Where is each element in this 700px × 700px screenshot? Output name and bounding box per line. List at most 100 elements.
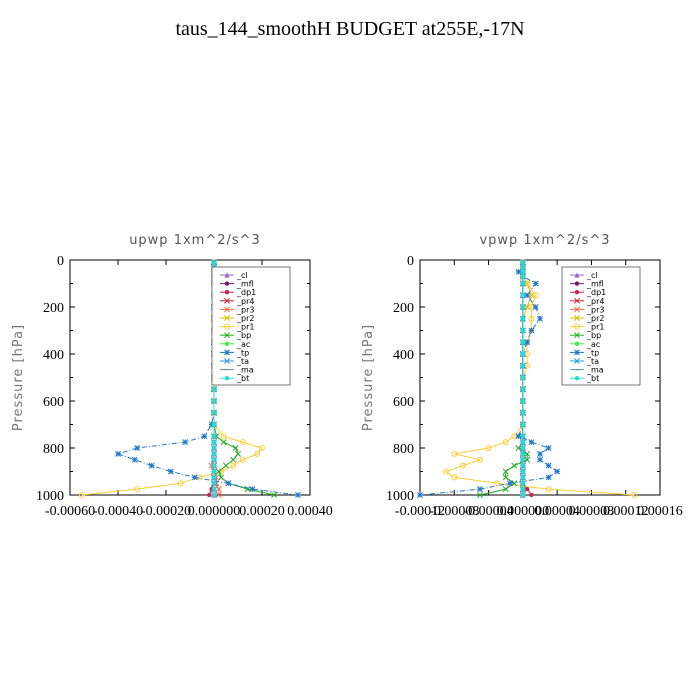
- panel-title: vpwp 1xm^2/s^3: [479, 233, 610, 248]
- y-tick-label: 800: [393, 442, 414, 457]
- data-point: [230, 462, 237, 469]
- legend-label: _bt: [586, 374, 599, 383]
- legend-marker: [224, 376, 230, 381]
- legend-marker: [224, 323, 230, 330]
- data-point: [239, 439, 246, 446]
- legend-marker: [224, 332, 230, 339]
- y-tick-label: 400: [393, 348, 414, 363]
- data-point: [520, 422, 526, 427]
- legend-marker: [574, 290, 580, 295]
- data-point: [211, 463, 217, 468]
- data-point: [529, 492, 534, 498]
- legend-marker: [224, 315, 230, 321]
- x-tick-label: -0.00012: [395, 504, 445, 519]
- legend-marker: [574, 349, 580, 356]
- data-point: [524, 304, 531, 310]
- legend-label: _ma: [236, 366, 254, 375]
- legend-label: _mfl: [236, 280, 254, 289]
- data-point: [520, 316, 526, 321]
- legend-entry: _ac: [220, 340, 250, 349]
- legend-marker: [224, 358, 230, 364]
- data-point: [211, 486, 217, 492]
- legend-marker: [574, 358, 580, 364]
- data-point: [524, 339, 531, 346]
- data-point: [511, 462, 518, 469]
- legend: _cl_mfl_dp1_pr4_pr3_pr2_pr1_bp_ac_tp_ta_…: [211, 266, 291, 386]
- y-tick-label: 1000: [36, 489, 64, 504]
- data-point: [211, 260, 217, 265]
- x-tick-label: 0.000000: [188, 504, 241, 519]
- legend-entry: _ma: [220, 366, 254, 375]
- legend-label: _pr1: [236, 323, 254, 332]
- legend-marker: [224, 306, 230, 313]
- x-tick-label: 0.000000: [497, 504, 550, 519]
- data-point: [271, 492, 277, 498]
- y-axis-label: Pressure [hPa]: [11, 324, 26, 431]
- data-point: [220, 433, 227, 440]
- data-point: [148, 462, 155, 469]
- data-point: [211, 469, 217, 474]
- legend-marker: [574, 272, 580, 278]
- data-point: [211, 475, 217, 480]
- y-tick-label: 400: [43, 348, 64, 363]
- legend-label: _ac: [586, 340, 600, 349]
- data-point: [520, 274, 526, 279]
- data-point: [511, 480, 518, 487]
- legend-label: _ma: [586, 366, 604, 375]
- legend-entry: _cl: [220, 271, 248, 280]
- legend-label: _dp1: [236, 288, 256, 297]
- data-point: [211, 457, 217, 462]
- legend-entry: _pr4: [570, 297, 604, 306]
- data-point: [211, 387, 217, 392]
- data-point: [520, 410, 526, 415]
- legend-entry: _bt: [220, 374, 249, 383]
- legend-marker: [574, 376, 580, 381]
- data-point: [520, 264, 526, 270]
- legend-entry: _ma: [570, 366, 604, 375]
- data-point: [502, 474, 509, 481]
- chart-panel-2: vpwp 1xm^2/s^3 Pressure [hPa] 0 200 400 600 80…: [361, 233, 683, 519]
- x-tick-label: -0.00020: [141, 504, 191, 519]
- data-point: [182, 439, 189, 446]
- data-point: [537, 450, 543, 457]
- legend-label: _pr2: [586, 314, 604, 323]
- legend-entry: _pr2: [220, 314, 254, 323]
- data-point: [215, 486, 222, 493]
- x-tick-label: 0.00040: [287, 504, 333, 519]
- legend-label: _tp: [586, 348, 599, 357]
- data-point: [520, 481, 526, 486]
- x-tick-label: 0.00016: [637, 504, 683, 519]
- data-point: [520, 293, 526, 298]
- data-point: [218, 474, 225, 481]
- data-point: [528, 292, 535, 299]
- data-point: [477, 492, 483, 498]
- legend-label: _tp: [236, 348, 249, 357]
- data-point: [502, 439, 509, 446]
- x-tick-label: 0.00020: [239, 504, 285, 519]
- data-point: [211, 410, 217, 415]
- legend-label: _bp: [586, 331, 601, 340]
- data-point: [520, 304, 526, 310]
- x-tick-label: 0.00004: [534, 504, 580, 519]
- legend-entry: _pr4: [220, 297, 254, 306]
- data-point: [520, 375, 526, 380]
- data-point: [520, 269, 526, 274]
- data-point: [545, 486, 552, 493]
- x-tick-label: -0.00040: [93, 504, 143, 519]
- data-point: [230, 456, 237, 463]
- data-point: [528, 315, 535, 322]
- data-point: [295, 492, 301, 498]
- legend-marker: [574, 332, 580, 339]
- data-point: [520, 363, 526, 368]
- data-point: [520, 340, 526, 345]
- legend-entry: _pr3: [570, 305, 604, 314]
- data-point: [201, 433, 208, 440]
- x-tick-label: 0.00008: [569, 504, 615, 519]
- legend-marker: [224, 281, 230, 286]
- data-point: [215, 492, 222, 498]
- legend-entry: _cl: [570, 271, 598, 280]
- data-point: [515, 268, 522, 275]
- data-point: [477, 486, 483, 493]
